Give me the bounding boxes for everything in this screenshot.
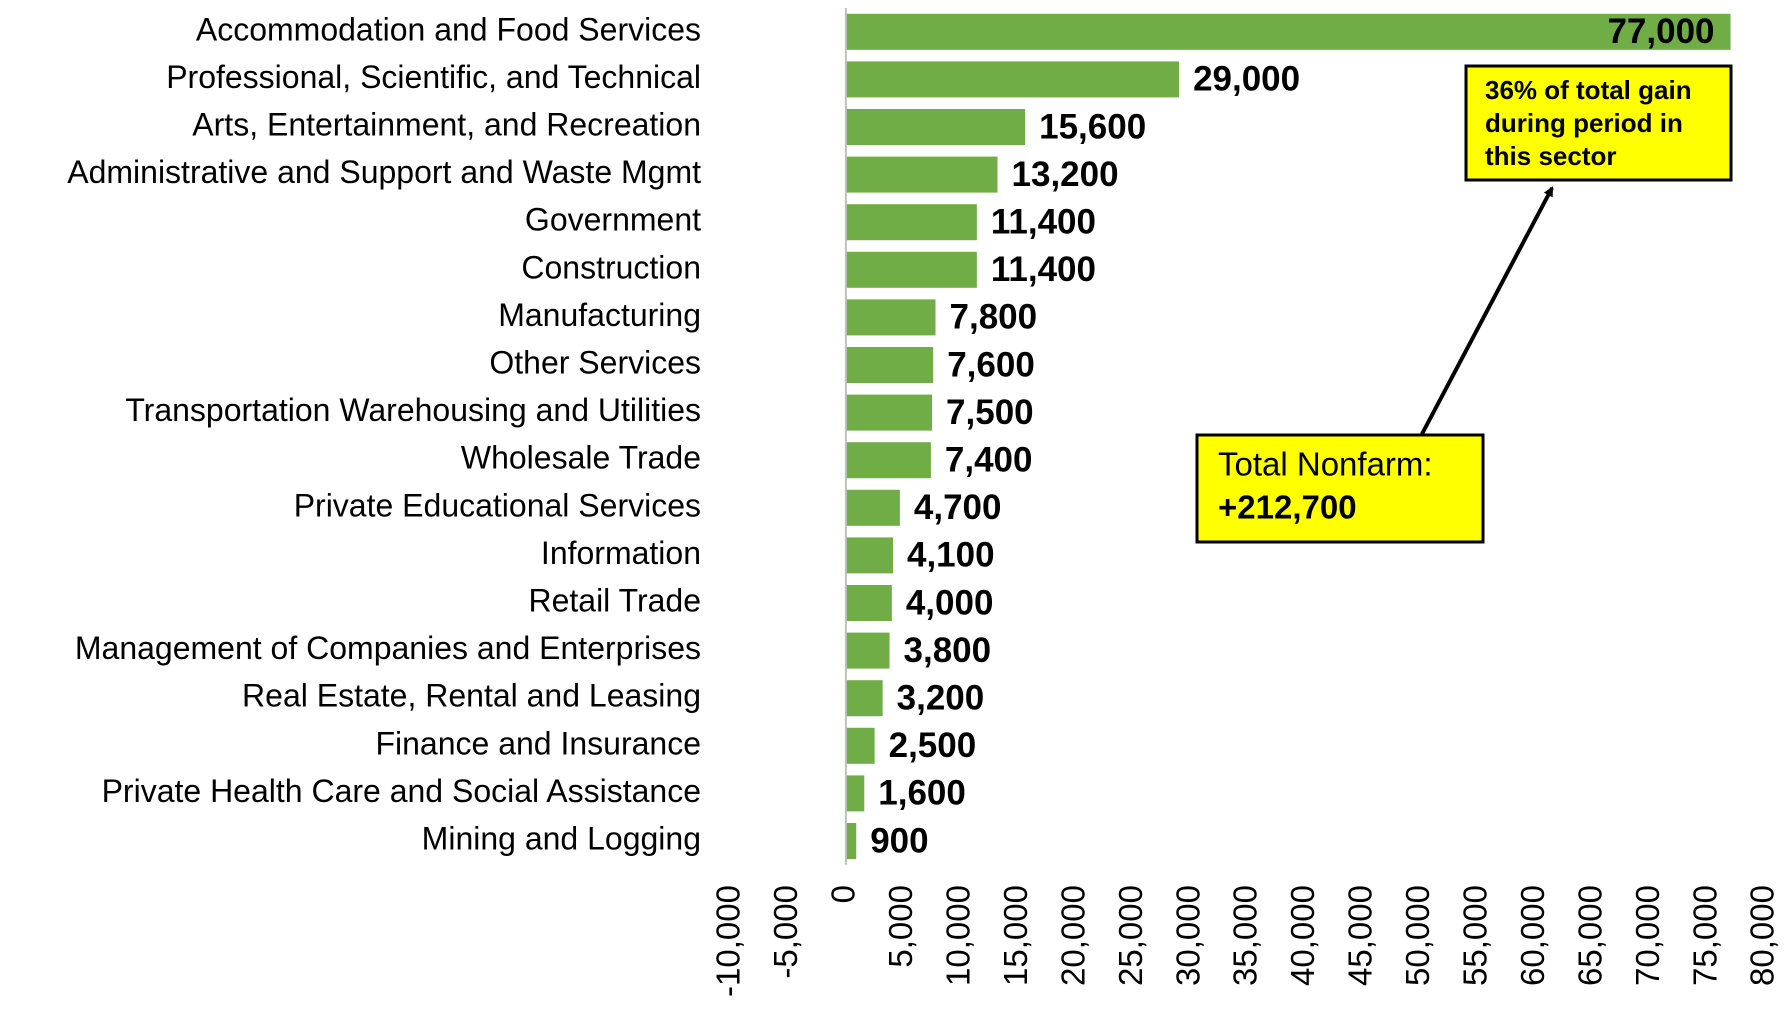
bar — [845, 489, 900, 526]
x-tick-label: 65,000 — [1571, 885, 1608, 986]
bar — [845, 537, 893, 574]
bar — [845, 775, 865, 812]
data-label: 4,700 — [914, 488, 1002, 527]
data-label: 29,000 — [1193, 60, 1300, 99]
y-tick-label: Private Health Care and Social Assistanc… — [102, 773, 701, 809]
x-tick-label: -5,000 — [767, 885, 804, 979]
y-tick-label: Real Estate, Rental and Leasing — [242, 678, 701, 714]
bar — [845, 632, 890, 669]
bar — [845, 109, 1026, 145]
x-tick-label: 75,000 — [1686, 885, 1723, 986]
y-tick-label: Information — [541, 535, 701, 571]
y-tick-label: Private Educational Services — [294, 487, 701, 523]
x-tick-label: 10,000 — [939, 885, 976, 986]
bar — [845, 61, 1180, 98]
y-tick-label: Finance and Insurance — [375, 725, 701, 761]
data-label: 77,000 — [1607, 12, 1714, 51]
data-label: 7,400 — [945, 440, 1033, 479]
data-label: 2,500 — [889, 726, 977, 765]
bar — [845, 251, 977, 288]
y-tick-label: Management of Companies and Enterprises — [75, 630, 701, 666]
y-tick-label: Retail Trade — [528, 582, 701, 618]
x-tick-label: 45,000 — [1342, 885, 1379, 986]
annotation-text: this sector — [1485, 141, 1617, 171]
x-tick-label: -10,000 — [710, 885, 747, 997]
x-tick-label: 30,000 — [1169, 885, 1206, 986]
bar — [845, 727, 875, 764]
data-label: 7,800 — [950, 298, 1038, 337]
x-tick-label: 80,000 — [1744, 885, 1781, 986]
data-label: 4,100 — [907, 536, 995, 575]
y-tick-label: Arts, Entertainment, and Recreation — [192, 106, 701, 142]
x-tick-label: 50,000 — [1399, 885, 1436, 986]
bar — [845, 680, 883, 717]
x-tick-label: 5,000 — [882, 885, 919, 968]
annotation-text: during period in — [1485, 108, 1683, 138]
data-label: 7,600 — [947, 345, 1035, 384]
x-tick-label: 55,000 — [1456, 885, 1493, 986]
y-tick-label: Professional, Scientific, and Technical — [166, 59, 701, 95]
bar — [845, 204, 977, 241]
bar — [845, 442, 931, 479]
y-tick-label: Construction — [521, 249, 701, 285]
y-tick-label: Other Services — [489, 344, 701, 380]
x-tick-label: 70,000 — [1629, 885, 1666, 986]
y-tick-label: Mining and Logging — [422, 820, 701, 856]
y-tick-label: Accommodation and Food Services — [196, 11, 701, 47]
data-label: 11,400 — [991, 250, 1096, 289]
bar — [845, 13, 1731, 50]
bar — [845, 823, 857, 859]
annotation-text: +212,700 — [1218, 489, 1357, 526]
annotation-box — [1464, 64, 1733, 182]
x-tick-label: 15,000 — [997, 885, 1034, 986]
annotation-box — [1195, 433, 1485, 544]
data-label: 7,500 — [946, 393, 1034, 432]
x-tick-label: 20,000 — [1054, 885, 1091, 986]
bar — [845, 156, 998, 193]
y-tick-label: Manufacturing — [498, 297, 701, 333]
y-tick-label: Administrative and Support and Waste Mgm… — [67, 154, 701, 190]
annotation-text: Total Nonfarm: — [1218, 446, 1433, 483]
annotation-arrow — [1420, 186, 1554, 435]
y-tick-label: Wholesale Trade — [461, 440, 701, 476]
data-label: 900 — [870, 821, 928, 860]
x-tick-label: 60,000 — [1514, 885, 1551, 986]
data-label: 15,600 — [1039, 107, 1146, 146]
x-tick-label: 0 — [825, 885, 862, 903]
data-label: 3,800 — [904, 631, 992, 670]
y-tick-label: Government — [525, 202, 701, 238]
data-label: 13,200 — [1012, 155, 1119, 194]
x-tick-label: 25,000 — [1112, 885, 1149, 986]
x-tick-label: 40,000 — [1284, 885, 1321, 986]
annotation-text: 36% of total gain — [1485, 75, 1692, 105]
x-tick-label: 35,000 — [1227, 885, 1264, 986]
data-label: 1,600 — [878, 774, 966, 813]
bar — [845, 585, 892, 621]
data-label: 11,400 — [991, 202, 1096, 241]
data-label: 4,000 — [906, 583, 994, 622]
bar — [845, 299, 936, 336]
bar — [845, 394, 933, 431]
y-tick-label: Transportation Warehousing and Utilities — [125, 392, 701, 428]
data-label: 3,200 — [897, 678, 985, 717]
bar — [845, 347, 934, 383]
